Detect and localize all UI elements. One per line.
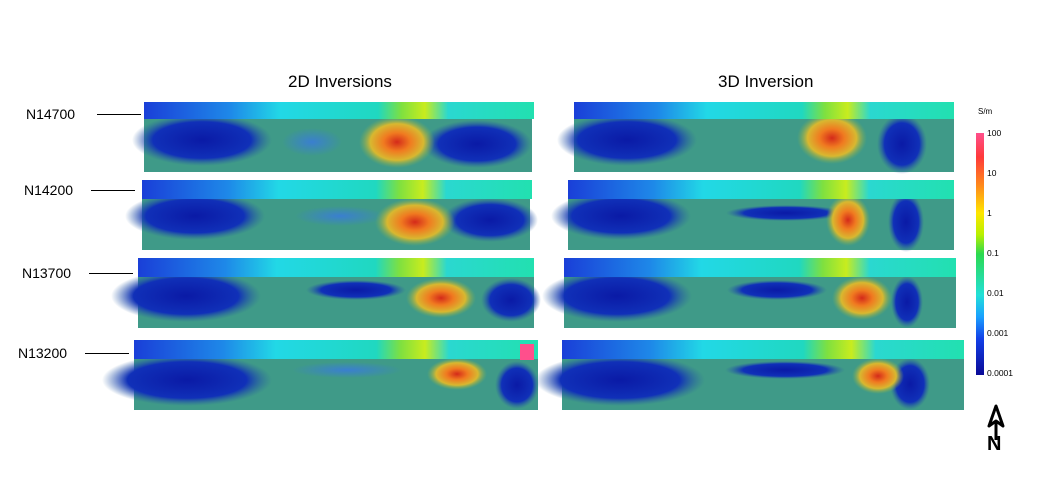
section-3d-n14200 bbox=[551, 180, 954, 252]
colorbar-tick-0-01: 0.01 bbox=[987, 288, 1004, 298]
section-2d-n13200 bbox=[102, 340, 539, 410]
section-3d-n13200 bbox=[535, 340, 964, 410]
colorbar-tick-1: 1 bbox=[987, 208, 992, 218]
section-3d-n13700 bbox=[542, 258, 956, 328]
colorbar bbox=[976, 133, 984, 375]
section-2d-n13700 bbox=[111, 258, 541, 328]
colorbar-tick-100: 100 bbox=[987, 128, 1002, 138]
north-arrow-icon bbox=[987, 404, 1005, 440]
section-2d-n14700 bbox=[132, 102, 534, 172]
leader-line-n13200 bbox=[85, 353, 129, 354]
colorbar-tick-10: 10 bbox=[987, 168, 997, 178]
colorbar-tick-0-001: 0.001 bbox=[987, 328, 1009, 338]
leader-line-n14200 bbox=[91, 190, 135, 191]
title-2d-inversions: 2D Inversions bbox=[288, 72, 392, 91]
section-3d-n14700 bbox=[557, 102, 954, 174]
colorbar-tick-0-0001: 0.0001 bbox=[987, 368, 1013, 378]
title-3d-inversion: 3D Inversion bbox=[718, 72, 814, 91]
colorbar-tick-0-1: 0.1 bbox=[987, 248, 999, 258]
leader-line-n14700 bbox=[97, 114, 141, 115]
line-label-n14700: N14700 bbox=[26, 106, 76, 122]
line-label-n13200: N13200 bbox=[18, 345, 68, 361]
leader-line-n13700 bbox=[89, 273, 133, 274]
line-label-n14200: N14200 bbox=[24, 182, 74, 198]
line-label-n13700: N13700 bbox=[22, 265, 72, 281]
section-2d-n14200 bbox=[125, 180, 538, 250]
colorbar-unit: S/m bbox=[978, 107, 993, 116]
north-label: N bbox=[987, 433, 1002, 455]
